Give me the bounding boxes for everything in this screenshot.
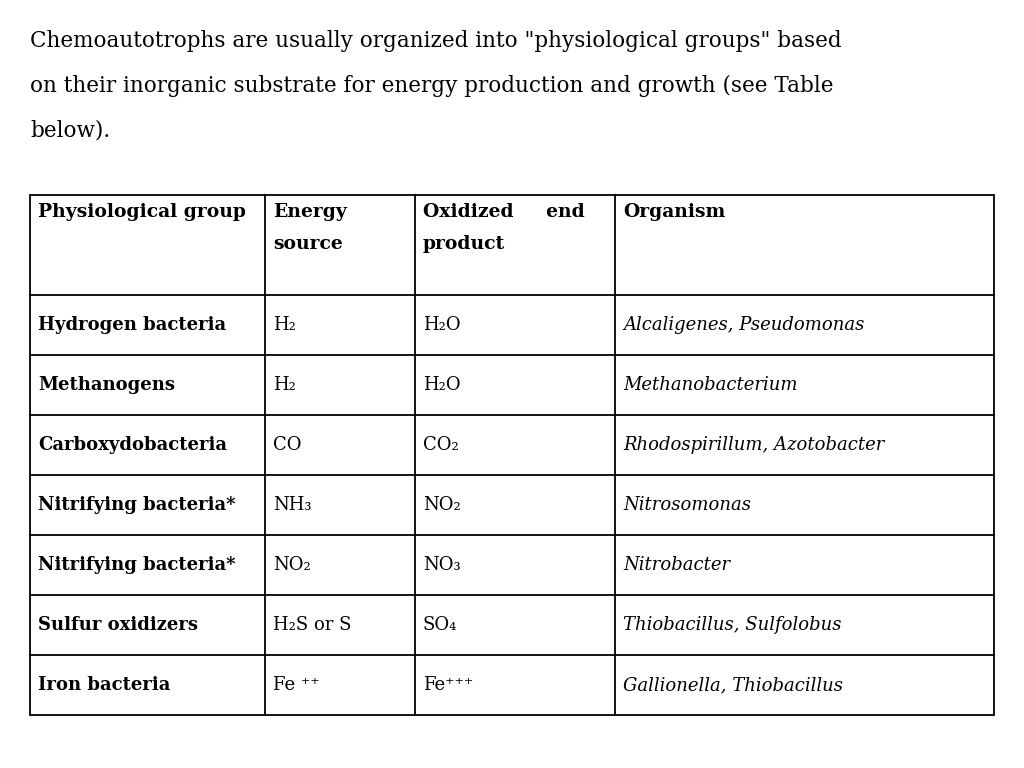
Text: Carboxydobacteria: Carboxydobacteria — [38, 436, 227, 454]
Text: Sulfur oxidizers: Sulfur oxidizers — [38, 616, 198, 634]
Text: Gallionella, Thiobacillus: Gallionella, Thiobacillus — [623, 676, 843, 694]
Text: H₂O: H₂O — [423, 376, 461, 394]
Text: Oxidized     end: Oxidized end — [423, 203, 585, 221]
Text: on their inorganic substrate for energy production and growth (see Table: on their inorganic substrate for energy … — [30, 75, 834, 97]
Text: Fe⁺⁺⁺: Fe⁺⁺⁺ — [423, 676, 473, 694]
Text: Physiological group: Physiological group — [38, 203, 246, 221]
Bar — [30, 195, 994, 715]
Text: Nitrobacter: Nitrobacter — [623, 556, 730, 574]
Text: H₂S or S: H₂S or S — [273, 616, 351, 634]
Text: Hydrogen bacteria: Hydrogen bacteria — [38, 316, 226, 334]
Text: Organism: Organism — [623, 203, 725, 221]
Text: Thiobacillus, Sulfolobus: Thiobacillus, Sulfolobus — [623, 616, 842, 634]
Text: CO: CO — [273, 436, 301, 454]
Text: Fe ⁺⁺: Fe ⁺⁺ — [273, 676, 319, 694]
Text: Nitrifying bacteria*: Nitrifying bacteria* — [38, 556, 236, 574]
Text: Rhodospirillum, Azotobacter: Rhodospirillum, Azotobacter — [623, 436, 885, 454]
Text: Nitrifying bacteria*: Nitrifying bacteria* — [38, 496, 236, 514]
Text: NO₂: NO₂ — [423, 496, 461, 514]
Text: below).: below). — [30, 120, 111, 142]
Text: NH₃: NH₃ — [273, 496, 311, 514]
Text: NO₂: NO₂ — [273, 556, 310, 574]
Text: SO₄: SO₄ — [423, 616, 458, 634]
Text: Nitrosomonas: Nitrosomonas — [623, 496, 751, 514]
Text: NO₃: NO₃ — [423, 556, 461, 574]
Text: product: product — [423, 235, 505, 253]
Text: CO₂: CO₂ — [423, 436, 459, 454]
Text: Alcaligenes, Pseudomonas: Alcaligenes, Pseudomonas — [623, 316, 864, 334]
Text: Energy: Energy — [273, 203, 347, 221]
Text: Iron bacteria: Iron bacteria — [38, 676, 170, 694]
Text: H₂O: H₂O — [423, 316, 461, 334]
Text: Methanogens: Methanogens — [38, 376, 175, 394]
Text: Chemoautotrophs are usually organized into "physiological groups" based: Chemoautotrophs are usually organized in… — [30, 30, 842, 52]
Text: Methanobacterium: Methanobacterium — [623, 376, 798, 394]
Text: H₂: H₂ — [273, 316, 296, 334]
Text: H₂: H₂ — [273, 376, 296, 394]
Text: source: source — [273, 235, 343, 253]
